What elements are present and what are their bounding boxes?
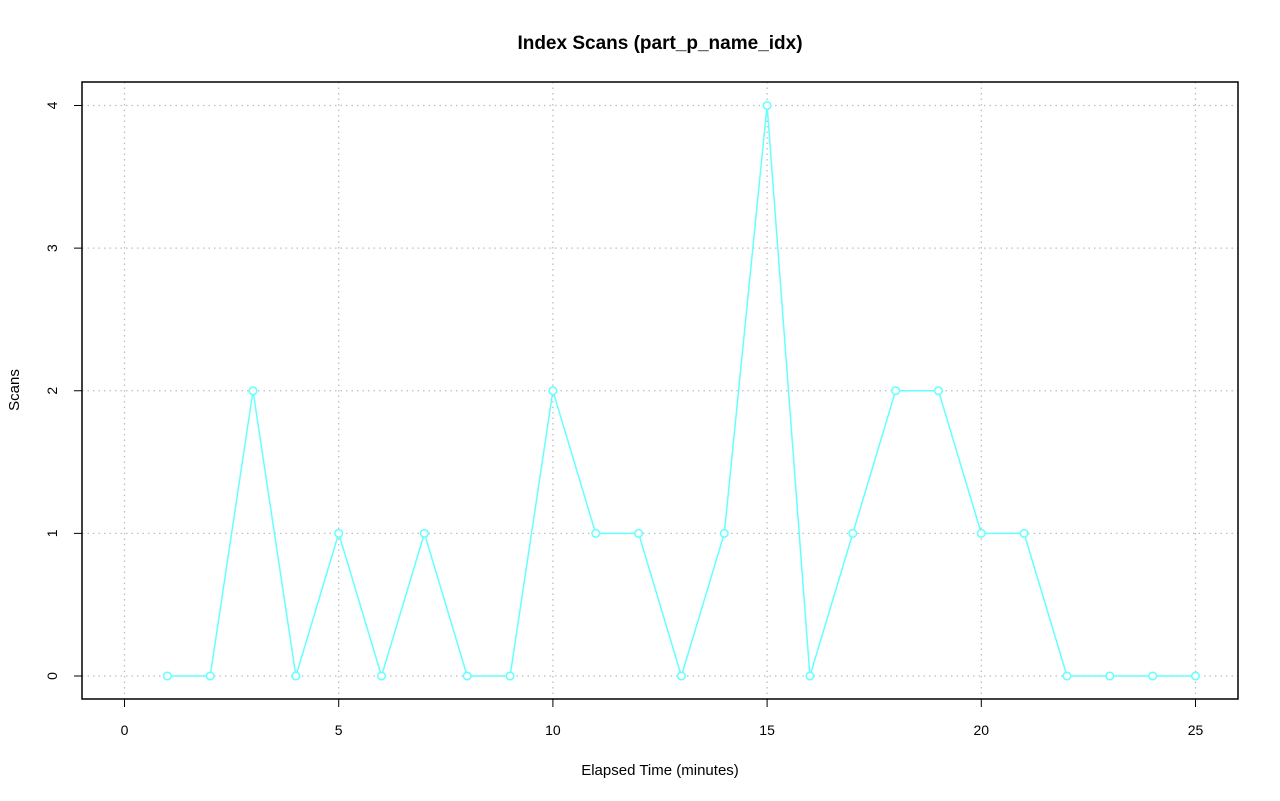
axis-ticks: 0 5 10 15 20 25 0 1 2 3 4 <box>44 101 1203 738</box>
data-point <box>591 528 601 538</box>
data-point <box>976 528 986 538</box>
x-tick-label: 15 <box>759 722 775 738</box>
data-point <box>334 528 344 538</box>
data-point <box>1105 671 1115 681</box>
data-point <box>933 386 944 396</box>
data-point <box>1019 528 1029 538</box>
x-tick-label: 20 <box>974 722 990 738</box>
y-tick-label: 4 <box>44 101 60 109</box>
data-point <box>676 671 686 681</box>
data-point <box>291 671 301 681</box>
data-point <box>162 671 172 681</box>
data-point <box>1190 671 1201 681</box>
y-axis-label: Scans <box>6 369 23 411</box>
x-tick-label: 0 <box>121 722 129 738</box>
data-point <box>376 671 387 681</box>
plot-frame <box>81 81 1239 700</box>
data-point <box>205 671 215 681</box>
data-point <box>848 528 858 538</box>
data-point <box>719 528 729 538</box>
data-point <box>1148 671 1158 681</box>
data-point <box>891 386 901 396</box>
data-point <box>1062 671 1072 681</box>
data-point <box>462 671 472 681</box>
data-point <box>548 386 558 396</box>
data-point <box>248 386 258 396</box>
y-tick-label: 1 <box>44 529 60 537</box>
chart-title: Index Scans (part_p_name_idx) <box>517 33 802 54</box>
data-point <box>805 671 815 681</box>
data-point <box>505 671 515 681</box>
x-tick-label: 10 <box>545 722 561 738</box>
data-point <box>762 100 772 111</box>
data-point <box>634 528 644 538</box>
y-tick-label: 0 <box>44 672 60 680</box>
y-tick-label: 3 <box>44 244 60 252</box>
x-tick-label: 5 <box>335 722 343 738</box>
x-axis-label: Elapsed Time (minutes) <box>581 762 739 779</box>
series-layer <box>162 100 1201 681</box>
data-point <box>419 528 429 538</box>
series-line <box>167 105 1196 679</box>
y-tick-label: 2 <box>44 387 60 395</box>
x-tick-label: 25 <box>1188 722 1204 738</box>
